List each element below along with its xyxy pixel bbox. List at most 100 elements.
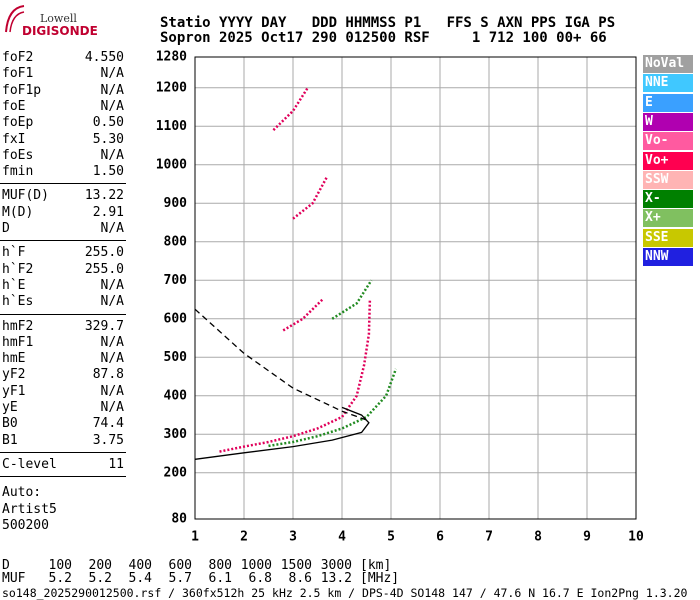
parameter: h`F2 255.0	[2, 262, 124, 278]
table-cell: 1000	[240, 558, 272, 573]
parameter: h`Es N/A	[2, 294, 124, 310]
logo-top: Lowell	[40, 12, 77, 25]
trace	[331, 279, 373, 320]
x-tick-label: 9	[583, 530, 591, 545]
parameter-value: N/A	[100, 66, 124, 82]
parameter-name: h`F	[2, 245, 26, 261]
separator	[0, 476, 126, 478]
parameter-value: N/A	[100, 147, 124, 163]
parameter-name: foF2	[2, 50, 34, 65]
y-tick-label: 1280	[156, 50, 187, 65]
header-line2: Sopron 2025 Oct17 290 012500 RSF 1 712 1…	[160, 30, 607, 46]
parameter: D N/A	[2, 221, 124, 237]
auto-text: Artist5	[2, 501, 57, 517]
parameter: h`F 255.0	[2, 245, 124, 261]
parameter-name: h`F2	[2, 261, 34, 277]
parameter-value: N/A	[100, 294, 124, 310]
auto-text: 500200	[2, 517, 49, 533]
parameter: C-level 11	[2, 457, 124, 473]
parameter-value: 1.50	[92, 164, 124, 180]
parameter-value: N/A	[100, 351, 124, 367]
separator	[0, 313, 126, 315]
parameter-name: MUF(D)	[2, 188, 49, 204]
parameter-value: 329.7	[84, 318, 124, 334]
legend-entry: NNE	[643, 74, 693, 93]
parameter-name: yF1	[2, 383, 26, 399]
table-row: D 100 200 400 600 800 1000 1500 3000 [km]	[2, 558, 392, 573]
unit: [MHz]	[360, 571, 400, 586]
legend-entry: E	[643, 93, 693, 112]
parameter: fmin 1.50	[2, 164, 124, 180]
unit: [km]	[360, 558, 392, 573]
parameter-name: D	[2, 221, 10, 236]
parameter-name: B1	[2, 432, 18, 448]
logo-bottom: DIGISONDE	[22, 24, 98, 38]
x-tick-label: 7	[485, 530, 493, 545]
parameter-value: N/A	[100, 383, 124, 399]
y-tick-label: 1100	[156, 119, 187, 134]
y-tick-label: 300	[164, 427, 188, 442]
table-cell: 8.6	[288, 571, 312, 586]
y-tick-label: 900	[164, 196, 188, 211]
x-tick-label: 6	[436, 530, 444, 545]
parameter-name: foF1p	[2, 82, 42, 98]
y-tick-label: 80	[171, 512, 187, 527]
parameter-name: h`Es	[2, 294, 34, 310]
parameter-value: 3.75	[92, 432, 124, 448]
separator	[0, 240, 126, 242]
parameter: yE N/A	[2, 400, 124, 416]
parameter-name: yE	[2, 400, 18, 415]
parameter: hmF2 329.7	[2, 319, 124, 335]
parameter-value: 13.22	[84, 188, 124, 204]
parameter-name: M(D)	[2, 204, 34, 220]
parameter-value: 2.91	[92, 204, 124, 220]
table-cell: 3000	[320, 558, 352, 573]
parameter: fxI 5.30	[2, 132, 124, 148]
trace	[272, 87, 309, 131]
x-tick-label: 5	[387, 530, 395, 545]
y-tick-label: 700	[164, 273, 188, 288]
table-cell: 6.8	[248, 571, 272, 586]
table-cell: 400	[128, 558, 152, 573]
auto-text: Auto:	[2, 485, 42, 501]
parameter-name: foEs	[2, 147, 34, 163]
parameter-value: 5.30	[92, 131, 124, 147]
parameter-name: foE	[2, 98, 26, 114]
table-cell: 100	[48, 558, 72, 573]
parameter: yF2 87.8	[2, 367, 124, 383]
parameter: foF1 N/A	[2, 66, 124, 82]
logo-icon	[5, 5, 25, 33]
parameter: hmF1 N/A	[2, 335, 124, 351]
table-cell: 200	[88, 558, 112, 573]
y-tick-label: 200	[164, 465, 188, 480]
table-cell: 13.2	[320, 571, 352, 586]
parameter: foF2 4.550	[2, 50, 124, 66]
parameter: foF1p N/A	[2, 83, 124, 99]
table-cell: D	[2, 558, 10, 573]
y-tick-label: 600	[164, 311, 188, 326]
parameter: hmE N/A	[2, 351, 124, 367]
parameter-name: C-level	[2, 456, 57, 472]
table-cell: 600	[168, 558, 192, 573]
parameter-name: yF2	[2, 367, 26, 383]
parameter-name: hmE	[2, 351, 26, 367]
parameter: foEp 0.50	[2, 115, 124, 131]
parameter-name: fmin	[2, 164, 34, 180]
legend-entry: NoVal	[643, 55, 693, 73]
parameter: h`E N/A	[2, 278, 124, 294]
legend-entry: NNW	[643, 248, 693, 266]
trace	[292, 175, 329, 220]
plot-frame	[194, 56, 637, 520]
parameter-value: 11	[108, 456, 124, 472]
table-cell: 5.4	[128, 571, 152, 586]
parameter-value: 0.50	[92, 115, 124, 131]
parameter-value: N/A	[100, 98, 124, 114]
legend-entry: Vo+	[643, 151, 693, 170]
y-tick-label: 1000	[156, 157, 187, 172]
table-row: MUF 5.2 5.2 5.4 5.7 6.1 6.8 8.6 13.2 [MHz]	[2, 571, 400, 586]
parameter-value: 87.8	[92, 367, 124, 383]
parameter: foE N/A	[2, 99, 124, 115]
x-tick-label: 10	[628, 530, 644, 545]
table-cell: 1500	[280, 558, 312, 573]
